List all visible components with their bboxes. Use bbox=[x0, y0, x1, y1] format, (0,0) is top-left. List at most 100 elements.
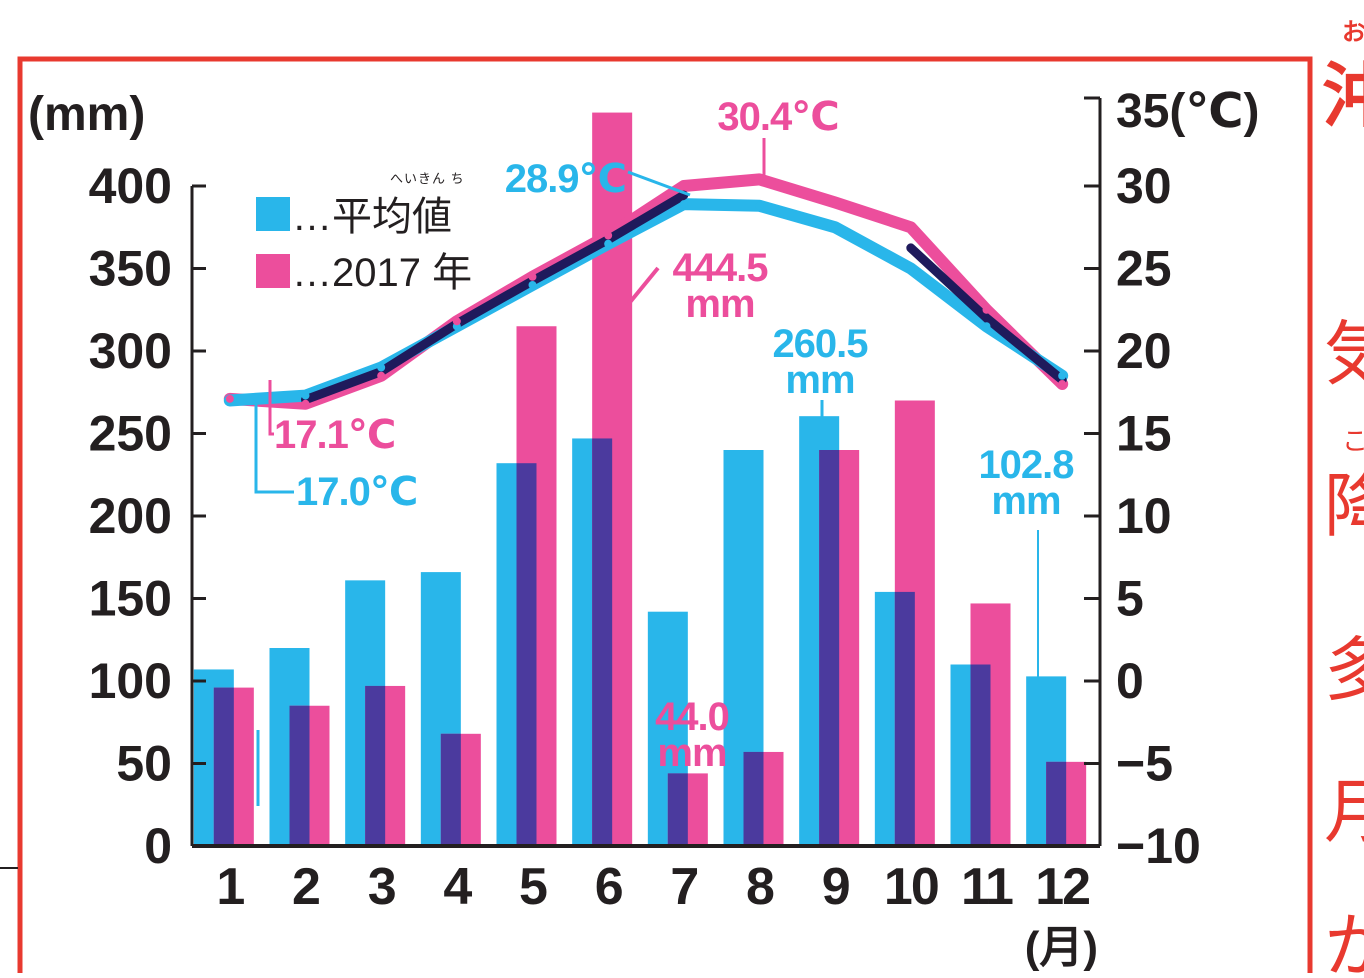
bar-overlap bbox=[516, 463, 537, 846]
side-text-glyph: 多 bbox=[1324, 629, 1364, 711]
point-avg-temp bbox=[755, 201, 764, 210]
point-2017-temp bbox=[301, 399, 310, 408]
point-2017-temp bbox=[679, 182, 688, 190]
tick-label-right: 15 bbox=[1116, 406, 1172, 462]
point-avg-temp bbox=[528, 281, 537, 289]
bar-overlap bbox=[213, 687, 234, 846]
legend: …平均値 へいきん ち …2017 年 bbox=[256, 171, 472, 295]
annotation-label: 44.0 bbox=[655, 695, 729, 739]
side-text-glyph: こ bbox=[1342, 427, 1364, 457]
legend-swatch-avg bbox=[256, 197, 290, 231]
leader-line bbox=[627, 170, 691, 197]
tick-label-x: 1 bbox=[216, 858, 244, 916]
tick-label-x: 6 bbox=[595, 858, 623, 916]
yright-unit-label: 35(℃) bbox=[1116, 85, 1259, 138]
side-text-glyph: 気 bbox=[1324, 313, 1364, 395]
annotation-label: mm bbox=[785, 358, 854, 402]
tick-label-left: 100 bbox=[89, 653, 172, 709]
point-avg-temp bbox=[831, 223, 840, 232]
bar-overlap bbox=[667, 773, 688, 846]
bar-overlap bbox=[592, 438, 613, 846]
tick-label-right: −5 bbox=[1116, 736, 1173, 792]
annotation-label: 260.5 bbox=[772, 322, 868, 366]
chart-frame bbox=[17, 56, 1313, 978]
tick-label-left: 200 bbox=[89, 488, 172, 544]
annotation-label: mm bbox=[657, 731, 726, 775]
legend-ruby: へいきん ち bbox=[390, 171, 465, 186]
point-2017-temp bbox=[377, 371, 386, 380]
tick-label-x: 5 bbox=[519, 858, 547, 916]
tick-label-x: 3 bbox=[368, 858, 396, 916]
yleft-unit-label: (mm) bbox=[28, 88, 145, 141]
bar-overlap bbox=[289, 705, 310, 846]
bar-overlap bbox=[819, 450, 840, 846]
tick-label-x: 11 bbox=[961, 858, 1013, 916]
point-2017-temp bbox=[1058, 380, 1067, 388]
tick-label-left: 250 bbox=[89, 406, 172, 462]
point-avg-temp bbox=[604, 239, 613, 248]
annotation-label: 17.0℃ bbox=[296, 470, 417, 514]
annotation-label: 30.4℃ bbox=[717, 95, 838, 139]
x-axis-label: (月) bbox=[1025, 923, 1098, 972]
bar-overlap bbox=[743, 751, 764, 846]
tick-label-right: 10 bbox=[1116, 488, 1172, 544]
point-avg-temp bbox=[982, 322, 991, 331]
tick-label-left: 300 bbox=[89, 323, 172, 379]
point-2017-temp bbox=[225, 394, 234, 403]
tick-label-right: 20 bbox=[1116, 323, 1172, 379]
bar-overlap bbox=[1046, 761, 1067, 846]
annotations-group bbox=[254, 138, 1039, 806]
tick-label-left: 400 bbox=[89, 158, 172, 214]
point-2017-temp bbox=[755, 175, 764, 184]
tick-label-right: 30 bbox=[1116, 158, 1172, 214]
tick-label-x: 2 bbox=[292, 858, 319, 916]
tick-label-left: 50 bbox=[116, 736, 172, 792]
legend-label-2017: …2017 年 bbox=[292, 251, 472, 295]
point-2017-temp bbox=[528, 272, 537, 281]
line-overlap bbox=[906, 243, 1067, 385]
bar-overlap bbox=[365, 685, 386, 846]
side-text-glyph: 降 bbox=[1324, 465, 1364, 547]
legend-label-avg: …平均値 bbox=[292, 195, 452, 239]
annotation-label: 444.5 bbox=[672, 246, 768, 290]
tick-label-left: 150 bbox=[89, 571, 172, 627]
point-2017-temp bbox=[982, 305, 991, 314]
point-2017-temp bbox=[906, 223, 915, 232]
leader-line bbox=[620, 266, 660, 314]
point-2017-temp bbox=[604, 231, 613, 240]
bar-overlap bbox=[440, 733, 461, 846]
tick-label-right: −10 bbox=[1116, 818, 1201, 874]
point-avg-temp bbox=[906, 264, 915, 273]
lines-group bbox=[223, 173, 1069, 410]
annotation-label: mm bbox=[685, 282, 754, 326]
leader-line bbox=[254, 400, 294, 494]
side-text-glyph: お bbox=[1342, 18, 1364, 46]
side-text-glyph: 沖 bbox=[1322, 55, 1364, 137]
annotation-label: 102.8 bbox=[978, 443, 1074, 487]
bar-overlap bbox=[970, 664, 991, 846]
tick-label-x: 12 bbox=[1035, 858, 1089, 916]
tick-label-left: 350 bbox=[89, 241, 172, 297]
line-overlap bbox=[301, 190, 689, 405]
side-text-glyph: か bbox=[1324, 905, 1364, 973]
tick-label-left: 0 bbox=[144, 818, 172, 874]
tick-label-x: 9 bbox=[822, 858, 849, 916]
tick-label-x: 7 bbox=[670, 858, 697, 916]
bar-overlap bbox=[894, 591, 915, 846]
point-avg-temp bbox=[1058, 371, 1067, 380]
tick-label-right: 5 bbox=[1116, 571, 1144, 627]
point-avg-temp bbox=[679, 200, 688, 209]
tick-label-x: 4 bbox=[443, 858, 472, 916]
point-avg-temp bbox=[301, 391, 310, 400]
point-2017-temp bbox=[831, 198, 840, 207]
tick-label-right: 25 bbox=[1116, 241, 1172, 297]
legend-swatch-2017 bbox=[256, 254, 290, 288]
annotation-label: 17.1℃ bbox=[274, 413, 395, 457]
leader-line bbox=[268, 380, 274, 436]
point-avg-temp bbox=[377, 363, 386, 372]
tick-label-x: 8 bbox=[746, 858, 774, 916]
tick-label-x: 10 bbox=[884, 858, 938, 916]
